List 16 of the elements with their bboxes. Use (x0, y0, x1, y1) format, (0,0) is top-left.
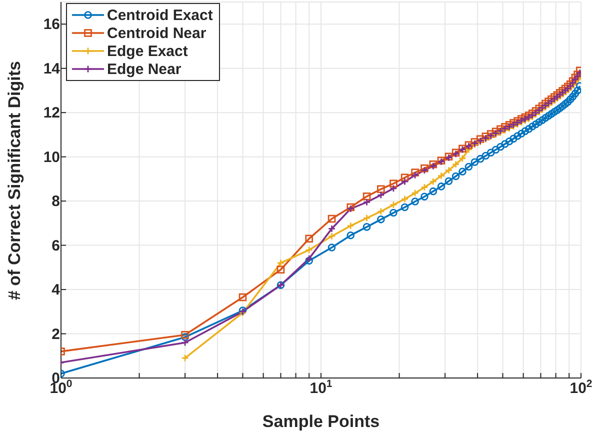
x-tick-label: 10$^{1}$ (310, 378, 332, 397)
x-tick-label: 10$^{2}$ (570, 378, 592, 397)
y-tick-label: 6 (52, 237, 60, 254)
y-tick-label: 10 (43, 148, 60, 166)
x-axis-title: Sample Points (262, 412, 380, 431)
y-tick-label: 16 (43, 16, 60, 34)
y-tick-label: 12 (43, 104, 60, 122)
y-axis-title: # of Correct Significant Digits (5, 61, 24, 300)
y-tick-label: 14 (43, 60, 61, 78)
legend-label: Centroid Near (107, 24, 206, 42)
legend-label: Centroid Exact (107, 6, 213, 24)
legend-label: Edge Near (107, 60, 182, 78)
legend-label: Edge Exact (107, 42, 188, 60)
y-tick-label: 4 (52, 282, 61, 299)
y-tick-label: 8 (52, 193, 60, 210)
y-tick-label: 2 (52, 326, 60, 343)
